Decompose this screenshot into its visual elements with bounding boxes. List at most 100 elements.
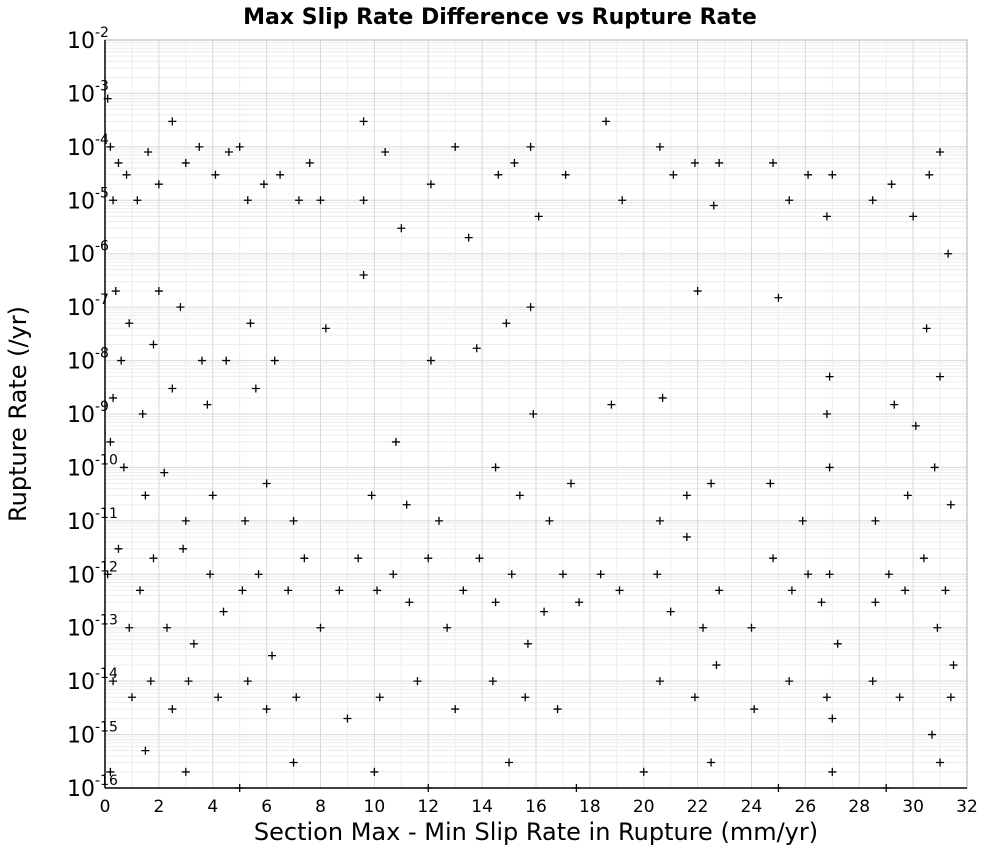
data-point	[639, 767, 648, 776]
data-point	[475, 554, 484, 563]
data-point	[402, 500, 411, 509]
data-point	[241, 516, 250, 525]
data-point	[596, 570, 605, 579]
data-point	[262, 479, 271, 488]
x-tick-label: 14	[471, 797, 493, 817]
data-point	[715, 586, 724, 595]
y-tick-label: 10-4	[67, 132, 109, 161]
data-point	[424, 554, 433, 563]
data-point	[426, 356, 435, 365]
data-point	[825, 372, 834, 381]
data-point	[219, 607, 228, 616]
x-tick-label: 16	[525, 797, 547, 817]
data-point	[526, 142, 535, 151]
x-tick-label: 22	[687, 797, 709, 817]
data-point	[825, 463, 834, 472]
data-point	[305, 158, 314, 167]
data-point	[922, 324, 931, 333]
y-tick-label: 10-16	[67, 773, 118, 802]
data-point	[545, 516, 554, 525]
data-point	[750, 705, 759, 714]
data-point	[181, 158, 190, 167]
y-tick-label: 10-3	[67, 78, 109, 107]
data-point	[136, 586, 145, 595]
data-point	[195, 142, 204, 151]
data-point	[162, 623, 171, 632]
data-point	[111, 287, 120, 296]
y-tick-label: 10-9	[67, 399, 109, 428]
data-point	[168, 117, 177, 126]
data-point	[405, 598, 414, 607]
x-tick-label: 8	[315, 797, 326, 817]
data-point	[443, 623, 452, 632]
data-point	[618, 196, 627, 205]
data-point	[715, 158, 724, 167]
data-point	[804, 170, 813, 179]
data-point	[381, 148, 390, 157]
data-point	[666, 607, 675, 616]
data-point	[602, 117, 611, 126]
data-point	[373, 586, 382, 595]
data-point	[828, 714, 837, 723]
data-point	[316, 196, 325, 205]
x-tick-label: 6	[261, 797, 272, 817]
data-point	[769, 158, 778, 167]
data-point	[911, 421, 920, 430]
data-point	[222, 356, 231, 365]
data-point	[235, 784, 244, 792]
data-point	[435, 516, 444, 525]
data-point	[774, 293, 783, 302]
data-point	[930, 463, 939, 472]
data-point	[558, 570, 567, 579]
data-point	[359, 117, 368, 126]
data-point	[451, 142, 460, 151]
data-point	[607, 400, 616, 409]
data-point	[354, 554, 363, 563]
x-tick-label: 20	[633, 797, 655, 817]
data-point	[567, 479, 576, 488]
data-point	[699, 623, 708, 632]
x-tick-label: 12	[417, 797, 439, 817]
scatter-points	[103, 94, 958, 792]
x-tick-label: 2	[153, 797, 164, 817]
data-point	[189, 639, 198, 648]
data-point	[141, 491, 150, 500]
data-point	[540, 607, 549, 616]
data-point	[822, 212, 831, 221]
x-tick-label: 32	[956, 797, 978, 817]
data-point	[682, 491, 691, 500]
data-point	[117, 356, 126, 365]
data-point	[822, 693, 831, 702]
data-point	[766, 479, 775, 488]
data-point	[125, 319, 134, 328]
data-point	[946, 693, 955, 702]
data-point	[464, 233, 473, 242]
data-point	[655, 677, 664, 686]
data-point	[103, 570, 112, 579]
data-point	[919, 554, 928, 563]
data-point	[936, 148, 945, 157]
data-point	[817, 598, 826, 607]
data-point	[941, 586, 950, 595]
y-tick-label: 10-8	[67, 346, 109, 375]
data-point	[103, 94, 112, 103]
data-point	[203, 400, 212, 409]
data-point	[197, 356, 206, 365]
data-point	[693, 287, 702, 296]
y-tick-label: 10-6	[67, 239, 109, 268]
data-point	[553, 705, 562, 714]
data-point	[561, 170, 570, 179]
data-point	[909, 212, 918, 221]
data-point	[109, 196, 118, 205]
data-point	[936, 758, 945, 767]
data-point	[887, 180, 896, 189]
data-point	[424, 784, 433, 792]
data-point	[160, 468, 169, 477]
data-point	[246, 319, 255, 328]
data-point	[375, 693, 384, 702]
data-point	[927, 730, 936, 739]
y-axis-label: Rupture Rate (/yr)	[4, 306, 32, 522]
data-point	[884, 570, 893, 579]
data-point	[787, 586, 796, 595]
y-tick-label: 10-11	[67, 506, 118, 535]
